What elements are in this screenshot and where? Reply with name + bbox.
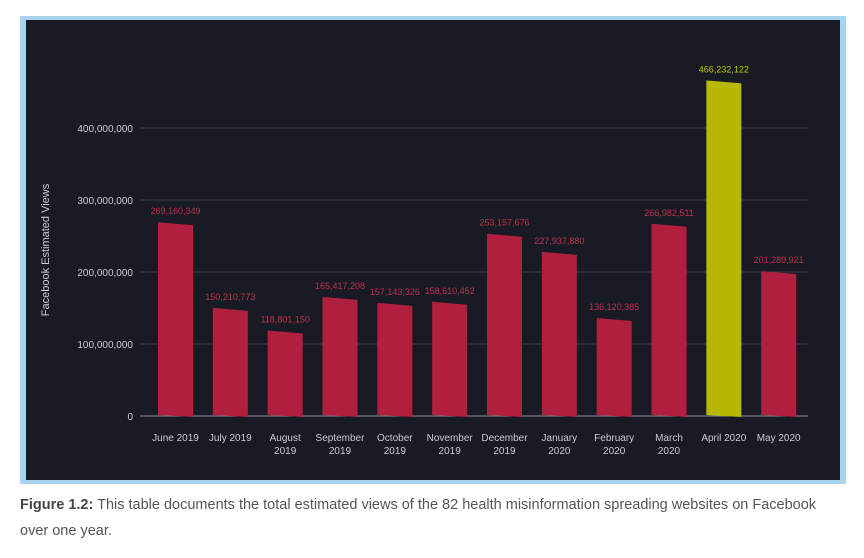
x-tick-label: August 2019 bbox=[270, 433, 301, 457]
bar bbox=[761, 271, 797, 417]
x-tick-label: March 2020 bbox=[655, 433, 683, 457]
bar bbox=[541, 251, 577, 417]
value-label: 269,160,349 bbox=[150, 206, 200, 216]
bar bbox=[432, 301, 468, 417]
value-label: 136,120,385 bbox=[589, 302, 639, 312]
caption-text: This table documents the total estimated… bbox=[20, 497, 817, 539]
y-tick-label: 0 bbox=[127, 412, 133, 423]
x-tick-label: July 2019 bbox=[209, 433, 252, 444]
value-labels: 269,160,349 150,210,773 118,801,150 165,417… bbox=[150, 64, 803, 324]
value-label: 157,143,326 bbox=[370, 287, 420, 297]
bars bbox=[158, 80, 797, 418]
value-label: 227,937,880 bbox=[534, 236, 584, 246]
x-tick-label: May 2020 bbox=[757, 433, 801, 444]
x-tick-label: September 2019 bbox=[316, 433, 366, 457]
x-tick-label: October 2019 bbox=[377, 433, 413, 457]
x-tick-label: June 2019 bbox=[152, 433, 199, 444]
bar-chart: 0 100,000,000 200,000,000 300,000,000 400,00… bbox=[40, 64, 808, 457]
value-label: 266,982,511 bbox=[644, 208, 693, 218]
x-tick-label: December 2019 bbox=[481, 433, 528, 457]
figure-caption: Figure 1.2: This table documents the tot… bbox=[20, 492, 846, 544]
value-label: 165,417,208 bbox=[315, 281, 365, 291]
value-label: 201,289,921 bbox=[754, 255, 804, 265]
bar bbox=[487, 233, 522, 417]
caption-label: Figure 1.2: bbox=[20, 497, 94, 513]
value-label: 158,610,452 bbox=[425, 286, 475, 296]
bar bbox=[377, 302, 413, 417]
bar bbox=[267, 330, 303, 417]
y-tick-label: 300,000,000 bbox=[77, 196, 133, 207]
x-tick-label: April 2020 bbox=[701, 433, 746, 444]
bar bbox=[158, 222, 193, 417]
bar bbox=[212, 307, 248, 417]
x-tick-label: February 2020 bbox=[594, 433, 634, 457]
y-tick-label: 400,000,000 bbox=[77, 124, 133, 135]
value-label: 253,157,676 bbox=[479, 218, 529, 228]
y-axis-label: Facebook Estimated Views bbox=[40, 183, 52, 316]
y-axis-ticks: 0 100,000,000 200,000,000 300,000,000 400,00… bbox=[77, 124, 133, 423]
bar bbox=[651, 223, 687, 417]
value-label: 118,801,150 bbox=[260, 314, 309, 324]
value-label: 150,210,773 bbox=[205, 292, 255, 302]
x-tick-label: November 2019 bbox=[427, 433, 474, 457]
bar bbox=[322, 296, 358, 417]
bar bbox=[706, 80, 742, 418]
x-axis-ticks: June 2019 July 2019 August 2019 September 201… bbox=[152, 433, 801, 457]
y-tick-label: 100,000,000 bbox=[77, 340, 133, 351]
gridlines bbox=[140, 127, 808, 417]
y-tick-label: 200,000,000 bbox=[77, 268, 133, 279]
bar bbox=[596, 317, 632, 417]
value-label: 466,232,122 bbox=[699, 64, 749, 74]
x-tick-label: January 2020 bbox=[542, 433, 578, 457]
